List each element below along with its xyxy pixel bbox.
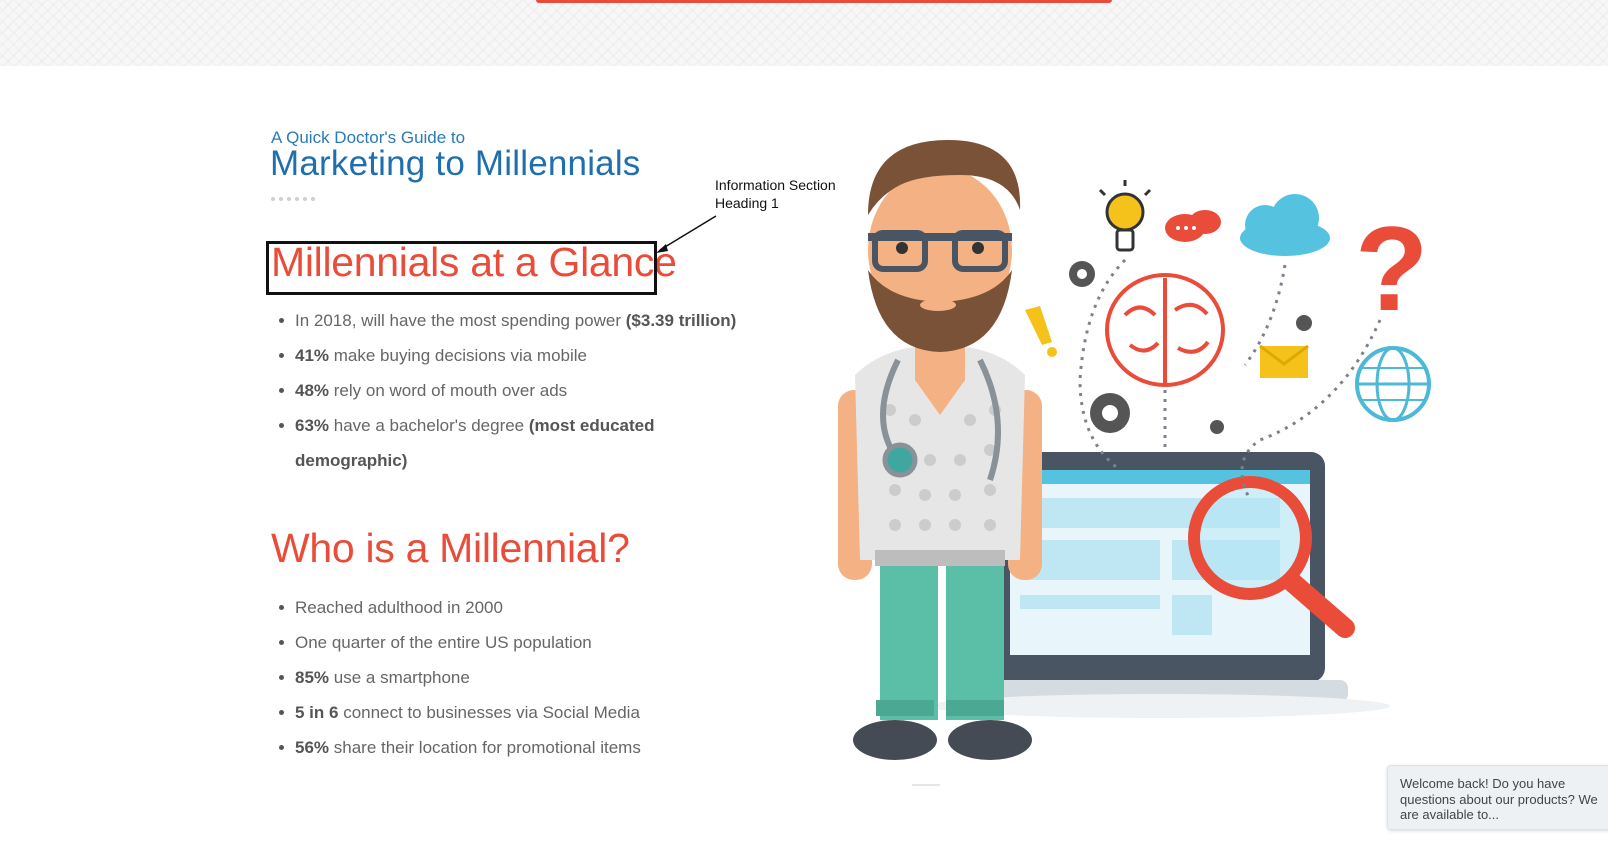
title-divider-dots <box>271 197 315 201</box>
glance-facts-list: In 2018, will have the most spending pow… <box>271 303 751 478</box>
annotation-highlight-box <box>266 241 657 295</box>
section-heading-glance: Millennials at a Glance <box>271 239 677 285</box>
annotation-line-1: Information Section <box>715 177 836 193</box>
top-pattern-band <box>0 0 1608 66</box>
annotation-arrow-icon <box>656 215 717 253</box>
exclamation-icon <box>1025 306 1057 357</box>
lightbulb-icon <box>1098 180 1152 252</box>
globe-icon <box>1355 346 1431 422</box>
list-item: 56% share their location for promotional… <box>271 730 751 765</box>
section-heading-who: Who is a Millennial? <box>271 525 630 571</box>
who-facts-list: Reached adulthood in 2000 One quarter of… <box>271 590 751 765</box>
list-item: 41% make buying decisions via mobile <box>271 338 751 373</box>
list-item: Reached adulthood in 2000 <box>271 590 751 625</box>
magnifier-icon <box>1188 476 1355 638</box>
annotation-label: Information Section Heading 1 <box>715 176 836 212</box>
brain-icon <box>1105 273 1225 387</box>
list-item: 63% have a bachelor's degree (most educa… <box>271 408 655 478</box>
hero-kicker: A Quick Doctor's Guide to <box>271 128 466 147</box>
cloud-icon <box>1240 194 1330 256</box>
question-mark-icon: ? <box>1355 202 1428 336</box>
doctor-illustration: ? <box>838 140 1431 760</box>
gear-icon <box>1069 261 1312 434</box>
list-item: One quarter of the entire US population <box>271 625 751 660</box>
chat-bubble-icon <box>1165 210 1221 242</box>
page-title: Marketing to Millennials <box>270 144 641 183</box>
envelope-icon <box>1259 344 1309 378</box>
list-item: In 2018, will have the most spending pow… <box>271 303 751 338</box>
scroll-indicator <box>912 784 940 786</box>
chat-popup[interactable]: Welcome back! Do you have questions abou… <box>1387 765 1608 830</box>
top-accent-bar <box>536 0 1112 3</box>
list-item: 48% rely on word of mouth over ads <box>271 373 751 408</box>
annotation-line-2: Heading 1 <box>715 195 779 211</box>
list-item: 5 in 6 connect to businesses via Social … <box>271 695 751 730</box>
list-item: 85% use a smartphone <box>271 660 751 695</box>
doctor-figure <box>838 140 1042 760</box>
